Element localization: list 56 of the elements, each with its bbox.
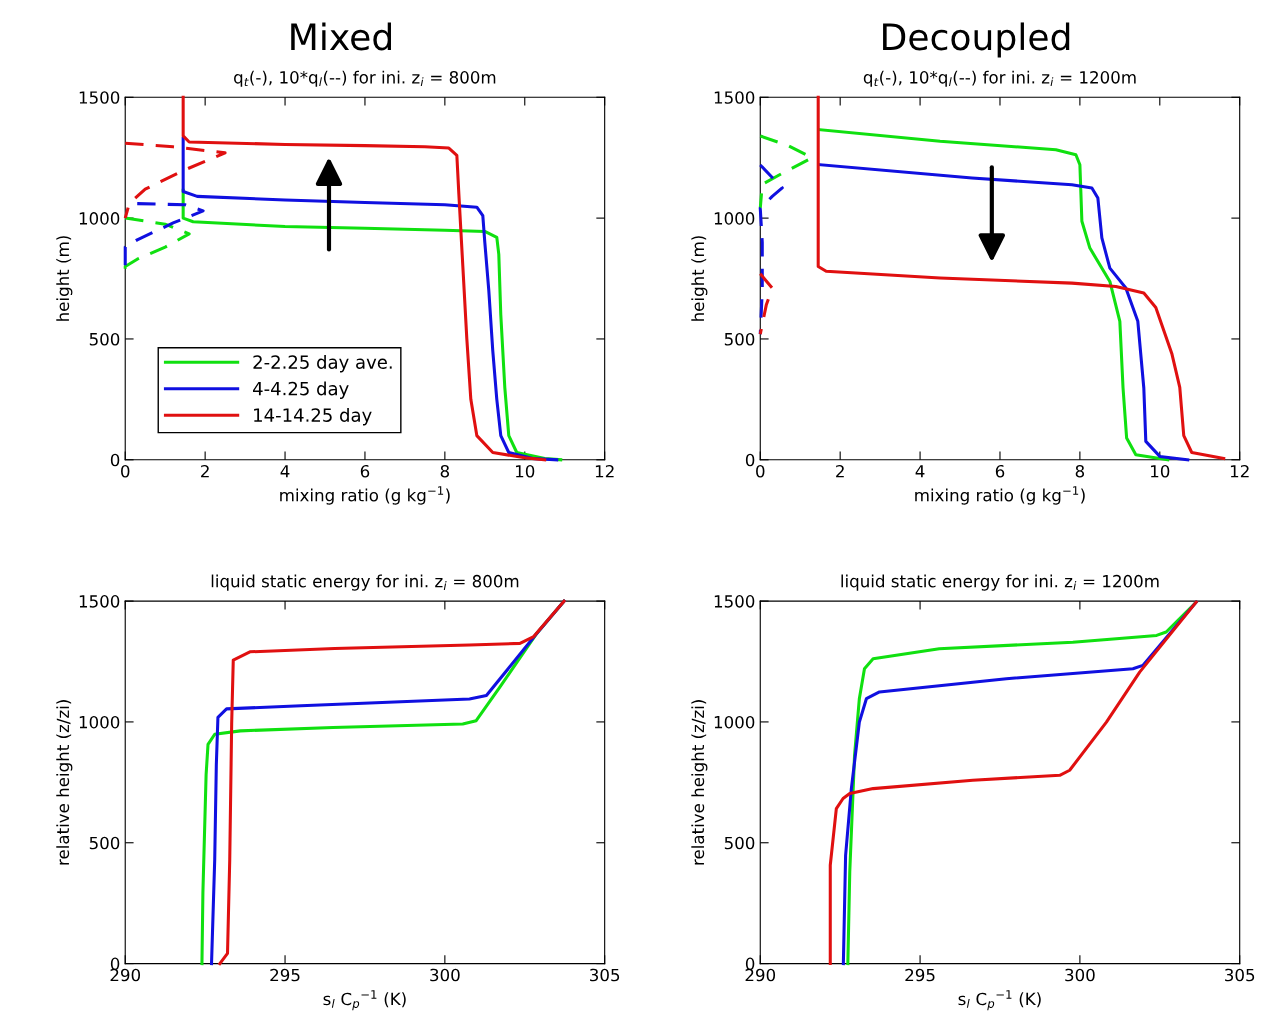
y-tick-label: 1000	[714, 715, 755, 729]
legend-label: 14-14.25 day	[254, 407, 372, 426]
x-tick-label: 10	[1151, 464, 1170, 478]
y-tick-label: 500	[724, 332, 755, 346]
y-tick-label: 1000	[79, 715, 120, 729]
x-tick-label: 4	[915, 465, 925, 478]
chart-subtitle: liquid static energy for ini. z$_{i}$ = 1200m	[841, 574, 1159, 591]
y-tick-label: 500	[89, 332, 120, 346]
line-series	[123, 141, 227, 220]
x-tick-label: 4	[280, 465, 290, 478]
x-tick-label: 295	[270, 968, 300, 982]
y-tick-label: 500	[724, 836, 755, 850]
x-tick-label: 305	[1225, 968, 1255, 982]
x-tick-label: 12	[595, 464, 614, 478]
y-tick-label: 1500	[714, 595, 755, 608]
y-tick-label: 500	[89, 836, 120, 850]
legend-label: 4-4.25 day	[253, 381, 349, 399]
x-tick-label: 12	[1230, 464, 1249, 478]
y-axis-title: relative height (z/zi)	[691, 700, 708, 865]
x-tick-label: 0	[121, 464, 130, 478]
y-tick-label: 1000	[79, 212, 120, 225]
chart-title: Mixed	[291, 22, 391, 51]
y-axis-title: height (m)	[56, 236, 73, 321]
y-tick-label: 1500	[714, 91, 755, 104]
x-tick-label: 290	[110, 968, 141, 982]
x-tick-label: 6	[995, 464, 1005, 478]
x-tick-label: 290	[745, 968, 776, 982]
y-tick-label: 1500	[79, 91, 120, 104]
x-tick-label: 0	[756, 464, 765, 478]
x-tick-label: 2	[201, 464, 209, 478]
line-series	[816, 95, 1226, 461]
x-tick-label: 300	[1065, 968, 1095, 982]
x-tick-label: 2	[836, 464, 844, 478]
x-axis-title: s$_{l}$ C$_{p}$$^{−1}$ (K)	[958, 990, 1041, 1011]
x-axis-title: s$_{l}$ C$_{p}$$^{−1}$ (K)	[323, 990, 406, 1011]
x-tick-label: 6	[360, 464, 370, 478]
legend-label: 2-2.25 day ave.	[253, 354, 392, 373]
y-tick-label: 0	[745, 453, 755, 467]
line-series	[758, 272, 774, 336]
x-axis-title: mixing ratio (g kg$^{−1}$)	[915, 486, 1085, 505]
x-tick-label: 8	[1075, 464, 1085, 478]
chart-subtitle: q$_{t}$(-), 10*q$_{l}$(--) for ini. z$_{i}$ = 1200m	[863, 70, 1136, 87]
y-axis-title: height (m)	[691, 236, 708, 321]
y-tick-label: 1500	[79, 595, 120, 608]
y-tick-label: 1000	[714, 212, 755, 225]
y-axis-title: relative height (z/zi)	[56, 700, 73, 865]
x-tick-label: 10	[515, 464, 535, 478]
x-tick-label: 8	[440, 464, 450, 478]
chart-title: Decoupled	[883, 22, 1070, 58]
x-tick-label: 300	[430, 968, 460, 982]
x-tick-label: 305	[590, 968, 620, 982]
chart-subtitle: q$_{t}$(-), 10*q$_{l}$(--) for ini. z$_{i}$ = 800m	[234, 70, 496, 87]
chart-subtitle: liquid static energy for ini. z$_{i}$ = 800m	[211, 574, 519, 591]
y-tick-label: 0	[110, 453, 120, 467]
x-tick-label: 295	[905, 968, 935, 982]
x-axis-title: mixing ratio (g kg$^{−1}$)	[280, 486, 450, 505]
